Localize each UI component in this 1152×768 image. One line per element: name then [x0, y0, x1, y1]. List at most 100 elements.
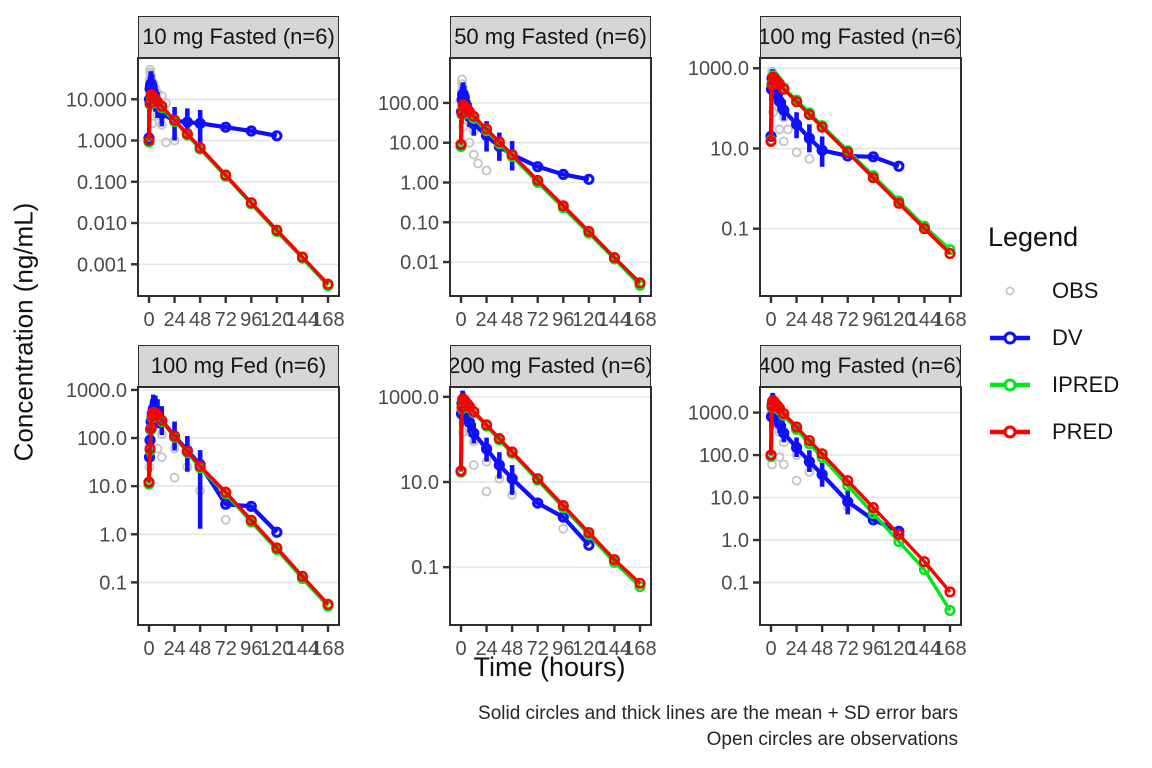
plot-area-10mg-fasted: 10.000 1.000 0.100 0.010 0.001 0 24 48 72 9612014… — [66, 57, 345, 331]
legend-item-dv: DV — [988, 314, 1148, 361]
svg-text:0.1: 0.1 — [721, 573, 749, 595]
facet-strip: 100 mg Fed (n=6) — [138, 345, 339, 387]
svg-text:10.0: 10.0 — [88, 476, 127, 498]
legend-label: OBS — [1052, 277, 1099, 303]
svg-text:24: 24 — [785, 309, 807, 331]
legend: Legend OBS DV IPRED PRED — [988, 222, 1148, 455]
svg-text:24: 24 — [475, 309, 497, 331]
facet-title: 50 mg Fasted (n=6) — [454, 24, 647, 49]
legend-item-ipred: IPRED — [988, 361, 1148, 408]
facet-panel-10mg-fasted: 10 mg Fasted (n=6) 10.000 1.000 0.100 0.010… — [66, 16, 345, 331]
svg-text:168: 168 — [311, 638, 344, 660]
svg-text:96: 96 — [552, 309, 574, 331]
legend-item-pred: PRED — [988, 408, 1148, 455]
facet-title: 10 mg Fasted (n=6) — [142, 24, 335, 49]
svg-text:144: 144 — [286, 309, 319, 331]
svg-text:10.0: 10.0 — [400, 472, 439, 494]
facet-title: 100 mg Fed (n=6) — [150, 353, 327, 378]
dv-key-icon — [990, 331, 1030, 344]
svg-text:24: 24 — [475, 638, 497, 660]
legend-label: IPRED — [1052, 371, 1120, 397]
svg-text:1.0: 1.0 — [99, 524, 127, 546]
svg-text:0.1: 0.1 — [411, 557, 439, 579]
svg-text:168: 168 — [623, 638, 656, 660]
facet-panel-400mg-fasted: 400 mg Fasted (n=6) 1000.0 100.0 10.0 1.0 0.… — [688, 345, 967, 660]
svg-text:24: 24 — [163, 638, 185, 660]
svg-text:72: 72 — [527, 309, 549, 331]
caption-line-1: Solid circles and thick lines are the me… — [478, 703, 958, 724]
svg-text:10.000: 10.000 — [66, 89, 127, 111]
svg-text:72: 72 — [215, 638, 237, 660]
svg-text:10.0: 10.0 — [710, 138, 749, 160]
svg-text:48: 48 — [811, 309, 833, 331]
svg-text:0: 0 — [455, 638, 466, 660]
svg-text:10.0: 10.0 — [710, 488, 749, 510]
svg-text:120: 120 — [260, 309, 293, 331]
y-axis-title: Concentration (ng/mL) — [8, 202, 39, 462]
legend-item-obs: OBS — [988, 267, 1148, 314]
svg-text:120: 120 — [572, 638, 605, 660]
svg-text:48: 48 — [189, 309, 211, 331]
svg-text:10.00: 10.00 — [389, 133, 439, 155]
svg-text:168: 168 — [311, 309, 344, 331]
svg-text:1.0: 1.0 — [721, 530, 749, 552]
svg-text:48: 48 — [501, 309, 523, 331]
svg-text:168: 168 — [933, 309, 966, 331]
x-axis-title: Time (hours) — [473, 652, 626, 682]
svg-text:0: 0 — [143, 638, 154, 660]
svg-text:72: 72 — [837, 638, 859, 660]
svg-text:0.10: 0.10 — [400, 212, 439, 234]
svg-text:144: 144 — [598, 309, 631, 331]
svg-text:100.00: 100.00 — [378, 93, 439, 115]
legend-title: Legend — [988, 222, 1079, 252]
svg-text:1000.0: 1000.0 — [66, 380, 127, 402]
facet-strip: 400 mg Fasted (n=6) — [760, 345, 961, 387]
svg-text:0: 0 — [455, 309, 466, 331]
svg-text:48: 48 — [189, 638, 211, 660]
svg-text:1.00: 1.00 — [400, 172, 439, 194]
facet-strip: 50 mg Fasted (n=6) — [450, 16, 651, 58]
caption: Solid circles and thick lines are the me… — [478, 701, 958, 753]
svg-text:168: 168 — [623, 309, 656, 331]
svg-text:96: 96 — [240, 638, 262, 660]
svg-text:144: 144 — [598, 638, 631, 660]
plot-area-50mg-fasted: 100.00 10.00 1.00 0.10 0.01 0 24 48 72 9612014416… — [378, 57, 657, 331]
svg-text:120: 120 — [260, 638, 293, 660]
svg-text:0.001: 0.001 — [77, 254, 127, 276]
svg-text:0: 0 — [143, 309, 154, 331]
svg-text:48: 48 — [501, 638, 523, 660]
obs-key-icon — [1005, 286, 1015, 295]
svg-text:24: 24 — [163, 309, 185, 331]
svg-text:0.01: 0.01 — [400, 252, 439, 274]
facet-panel-50mg-fasted: 50 mg Fasted (n=6) 100.00 10.00 1.00 0.10 0.… — [378, 16, 657, 331]
svg-text:144: 144 — [908, 638, 941, 660]
ipred-key-icon — [990, 378, 1030, 391]
svg-text:0.010: 0.010 — [77, 213, 127, 235]
svg-text:96: 96 — [862, 309, 884, 331]
svg-text:120: 120 — [572, 309, 605, 331]
legend-label: DV — [1052, 324, 1083, 350]
caption-line-2: Open circles are observations — [706, 729, 958, 750]
svg-text:96: 96 — [552, 638, 574, 660]
svg-text:72: 72 — [837, 309, 859, 331]
svg-text:1000.0: 1000.0 — [688, 403, 749, 425]
svg-text:1.000: 1.000 — [77, 131, 127, 153]
facet-title: 200 mg Fasted (n=6) — [450, 353, 651, 378]
svg-text:48: 48 — [811, 638, 833, 660]
facet-title: 100 mg Fasted (n=6) — [760, 24, 961, 49]
facet-title: 400 mg Fasted (n=6) — [760, 353, 961, 378]
svg-text:0: 0 — [765, 309, 776, 331]
svg-text:1000.0: 1000.0 — [688, 58, 749, 80]
svg-text:120: 120 — [882, 309, 915, 331]
svg-text:168: 168 — [933, 638, 966, 660]
svg-text:72: 72 — [215, 309, 237, 331]
facet-strip: 100 mg Fasted (n=6) — [760, 16, 961, 58]
facet-panel-200mg-fasted: 200 mg Fasted (n=6) 1000.0 10.0 0.1 0 24 48 72… — [378, 345, 657, 660]
svg-text:0: 0 — [765, 638, 776, 660]
svg-text:0.1: 0.1 — [721, 219, 749, 241]
facet-strip: 10 mg Fasted (n=6) — [138, 16, 339, 58]
